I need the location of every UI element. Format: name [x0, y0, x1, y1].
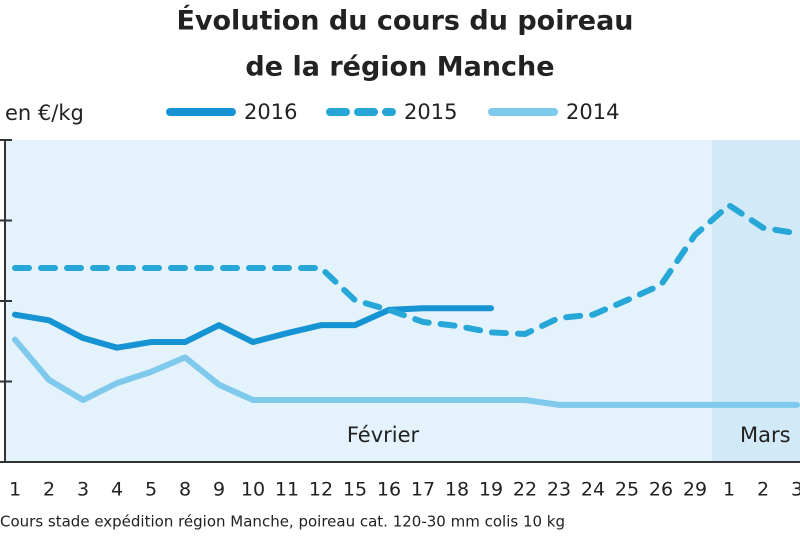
x-tick-label: 22: [513, 479, 537, 501]
x-tick-label: 17: [411, 479, 435, 501]
annotation: Mars: [740, 423, 791, 447]
x-tick-label: 12: [309, 479, 333, 501]
x-tick-label: 1: [723, 479, 735, 501]
x-tick-label: 5: [145, 479, 157, 501]
x-tick-label: 29: [683, 479, 707, 501]
legend-label: 2014: [566, 100, 619, 124]
x-tick-label: 26: [649, 479, 673, 501]
y-axis-label: en €/kg: [5, 101, 84, 125]
x-tick-label: 23: [547, 479, 571, 501]
plot-background: [5, 140, 800, 462]
x-tick-label: 3: [77, 479, 89, 501]
x-tick-label: 19: [479, 479, 503, 501]
x-tick-label: 2: [757, 479, 769, 501]
x-tick-label: 16: [377, 479, 401, 501]
chart-title: Évolution du cours du poireau: [176, 5, 633, 37]
x-tick-label: 4: [111, 479, 123, 501]
chart-title: de la région Manche: [245, 52, 554, 83]
footnote: Cours stade expédition région Manche, po…: [0, 513, 565, 531]
annotation: Février: [347, 423, 420, 447]
x-tick-label: 8: [179, 479, 191, 501]
x-tick-label: 24: [581, 479, 605, 501]
series-line: [12, 202, 800, 338]
x-tick-label: 10: [241, 479, 265, 501]
legend-label: 2015: [404, 100, 457, 124]
x-tick-label: 2: [43, 479, 55, 501]
legend-label: 2016: [244, 100, 297, 124]
x-tick-label: 9: [213, 479, 225, 501]
series-line: [12, 305, 494, 351]
x-tick-label: 3: [791, 479, 800, 501]
series-line: [12, 336, 800, 408]
month-shade: [712, 140, 800, 462]
x-tick-label: 15: [343, 479, 367, 501]
x-tick-label: 1: [9, 479, 21, 501]
x-tick-label: 11: [275, 479, 299, 501]
x-tick-label: 18: [445, 479, 469, 501]
x-tick-label: 25: [615, 479, 639, 501]
